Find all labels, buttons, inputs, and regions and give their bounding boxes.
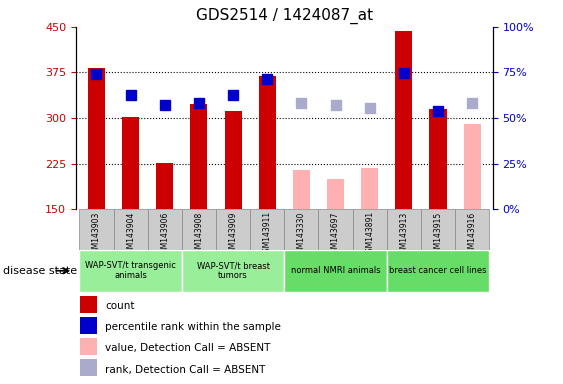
Text: GSM143906: GSM143906 — [160, 211, 169, 258]
Text: GSM143697: GSM143697 — [331, 211, 340, 258]
Text: count: count — [105, 301, 135, 311]
Bar — [387, 209, 421, 250]
Bar — [395, 31, 412, 209]
Text: WAP-SVT/t breast
tumors: WAP-SVT/t breast tumors — [196, 261, 270, 280]
Bar — [463, 124, 481, 209]
Bar — [284, 209, 319, 250]
Bar — [182, 209, 216, 250]
Text: GSM143909: GSM143909 — [229, 211, 238, 258]
Text: GSM143913: GSM143913 — [399, 211, 408, 258]
Bar — [352, 209, 387, 250]
Bar — [327, 179, 344, 209]
Text: GSM143915: GSM143915 — [434, 211, 443, 258]
Bar — [80, 296, 97, 313]
Text: GSM143908: GSM143908 — [194, 211, 203, 258]
Bar — [455, 209, 489, 250]
Bar — [216, 209, 250, 250]
Bar — [225, 111, 242, 209]
Bar — [421, 209, 455, 250]
Bar — [79, 250, 182, 292]
Bar — [387, 250, 489, 292]
Text: GSM143904: GSM143904 — [126, 211, 135, 258]
Bar — [88, 68, 105, 209]
Bar — [319, 209, 352, 250]
Text: GSM143916: GSM143916 — [468, 211, 477, 258]
Bar — [148, 209, 182, 250]
Text: disease state: disease state — [3, 266, 77, 276]
Text: WAP-SVT/t transgenic
animals: WAP-SVT/t transgenic animals — [85, 261, 176, 280]
Bar — [122, 117, 139, 209]
Text: GSM143911: GSM143911 — [263, 211, 272, 257]
Text: GSM143903: GSM143903 — [92, 211, 101, 258]
Text: rank, Detection Call = ABSENT: rank, Detection Call = ABSENT — [105, 364, 266, 375]
Text: GSM143330: GSM143330 — [297, 211, 306, 258]
Text: breast cancer cell lines: breast cancer cell lines — [389, 266, 487, 275]
Text: GSM143891: GSM143891 — [365, 211, 374, 257]
Bar — [80, 317, 97, 334]
Bar — [361, 168, 378, 209]
Text: normal NMRI animals: normal NMRI animals — [291, 266, 381, 275]
Bar — [430, 109, 446, 209]
Bar — [259, 76, 276, 209]
Bar — [157, 163, 173, 209]
Bar — [114, 209, 148, 250]
Title: GDS2514 / 1424087_at: GDS2514 / 1424087_at — [196, 8, 373, 24]
Bar — [182, 250, 284, 292]
Bar — [284, 250, 387, 292]
Text: value, Detection Call = ABSENT: value, Detection Call = ABSENT — [105, 343, 271, 354]
Bar — [250, 209, 284, 250]
Text: percentile rank within the sample: percentile rank within the sample — [105, 322, 281, 333]
Bar — [79, 209, 114, 250]
Bar — [190, 104, 208, 209]
Bar — [80, 359, 97, 376]
Bar — [293, 170, 310, 209]
Bar — [80, 338, 97, 355]
